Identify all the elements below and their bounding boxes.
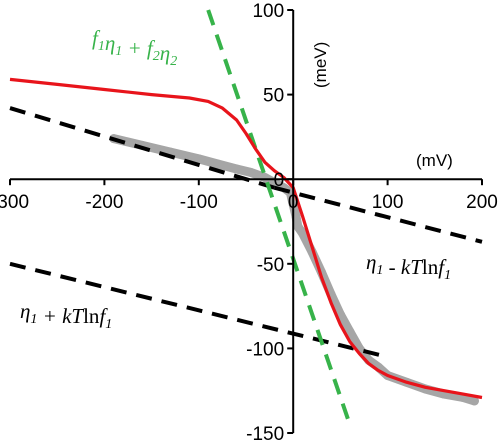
x-tick-label: -100 xyxy=(180,192,218,213)
model-curve-line xyxy=(9,77,483,400)
data-point xyxy=(260,173,270,182)
y-tick-label: -50 xyxy=(257,255,284,276)
data-point xyxy=(469,396,479,406)
x-tick-label: 200 xyxy=(466,192,498,213)
data-point xyxy=(246,167,256,177)
annotation-eta-plus: η1 + kTlnf1 xyxy=(20,299,112,332)
y-tick-label: 50 xyxy=(263,86,284,107)
data-point xyxy=(232,164,242,174)
green-dashed-line-2 xyxy=(206,9,352,426)
y-tick-label: 0 xyxy=(274,170,285,191)
x-tick-label: 100 xyxy=(372,192,404,213)
x-axis-label: (mV) xyxy=(416,151,453,170)
black-dashed-line-3 xyxy=(9,106,275,190)
data-point xyxy=(213,159,223,169)
model-lines-layer xyxy=(9,9,483,426)
data-point xyxy=(345,327,355,336)
y-axis-label: (meV) xyxy=(311,42,330,88)
y-tick-label: 100 xyxy=(252,1,284,22)
data-point xyxy=(298,228,308,238)
data-point xyxy=(269,178,279,188)
annotation-eta-minus: η1 - kTlnf1 xyxy=(366,250,451,283)
y-tick-label: -150 xyxy=(246,424,284,441)
annotation-linear-combination: f1η1 + f2η2 xyxy=(92,26,177,69)
x-tick-label: -300 xyxy=(0,192,29,213)
x-tick-label: -200 xyxy=(85,192,123,213)
black-dashed-line-4 xyxy=(273,185,483,244)
axes-layer xyxy=(9,9,483,434)
black-dashed-line-5 xyxy=(9,261,389,359)
data-point xyxy=(194,154,204,164)
x-tick-label: 0 xyxy=(288,192,299,213)
data-point xyxy=(293,222,303,232)
y-tick-label: -100 xyxy=(246,339,284,360)
